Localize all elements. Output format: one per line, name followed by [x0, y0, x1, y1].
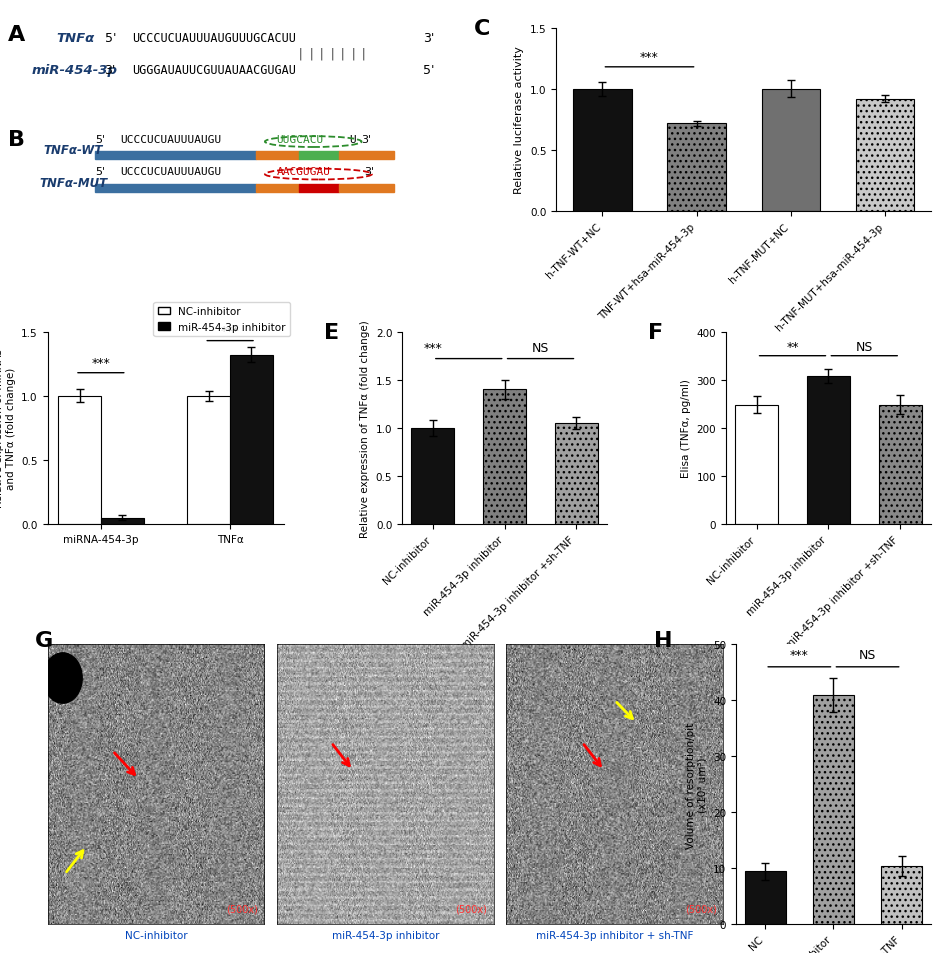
Text: B: B	[9, 131, 25, 151]
Text: E: E	[324, 323, 339, 343]
Text: 3': 3'	[362, 134, 371, 145]
Bar	[807, 376, 850, 524]
Bar	[95, 185, 256, 193]
Text: 3': 3'	[424, 32, 435, 45]
Bar	[573, 90, 632, 213]
Y-axis label: Relative expression of miRNAs
and TNFα (fold change): Relative expression of miRNAs and TNFα (…	[0, 349, 15, 508]
Text: ***: ***	[91, 356, 110, 370]
Bar	[256, 152, 299, 160]
Text: |: |	[360, 48, 368, 61]
Bar	[339, 185, 394, 193]
Text: (500x): (500x)	[455, 903, 487, 913]
Text: NS: NS	[856, 340, 873, 354]
Y-axis label: Elisa (TNFα, pg/ml): Elisa (TNFα, pg/ml)	[681, 379, 691, 477]
Bar	[299, 185, 339, 193]
Bar	[856, 99, 914, 213]
Bar	[187, 396, 230, 524]
Text: TNFα: TNFα	[56, 32, 94, 45]
Text: F: F	[648, 323, 663, 343]
Bar	[813, 695, 854, 924]
Text: |: |	[329, 48, 335, 61]
Text: UCCCUCUAUUUAUGU: UCCCUCUAUUUAUGU	[121, 134, 221, 145]
Text: TNFα-WT: TNFα-WT	[44, 144, 103, 157]
Text: (500x): (500x)	[226, 903, 257, 913]
Text: NS: NS	[859, 649, 876, 661]
Text: ***: ***	[220, 324, 239, 337]
Text: C: C	[474, 19, 490, 39]
Text: |: |	[307, 48, 314, 61]
Text: miR-454-3p: miR-454-3p	[32, 64, 118, 76]
Text: 5': 5'	[424, 64, 435, 76]
Y-axis label: Relative luciferase activity: Relative luciferase activity	[514, 47, 524, 194]
Text: |: |	[350, 48, 357, 61]
X-axis label: miR-454-3p inhibitor: miR-454-3p inhibitor	[332, 930, 439, 940]
Y-axis label: Volume of resorption/pit
(x10³ um³): Volume of resorption/pit (x10³ um³)	[686, 721, 708, 847]
Text: UGGGAUAUUCGUUAUAACGUGAU: UGGGAUAUUCGUUAUAACGUGAU	[132, 64, 296, 76]
Bar	[735, 405, 778, 524]
Bar	[882, 865, 922, 924]
Bar	[555, 424, 598, 524]
Text: UCCCUCUAUUUAUGUUUGCACUU: UCCCUCUAUUUAUGUUUGCACUU	[132, 32, 296, 45]
Text: H: H	[654, 631, 673, 651]
Text: 5': 5'	[95, 167, 104, 177]
Bar	[762, 90, 820, 213]
Text: ***: ***	[790, 649, 808, 661]
Text: AACGUGAU: AACGUGAU	[276, 167, 331, 177]
Text: 5': 5'	[104, 32, 116, 45]
Bar	[101, 518, 143, 524]
Bar	[230, 355, 273, 524]
Text: 3': 3'	[104, 64, 116, 76]
X-axis label: NC-inhibitor: NC-inhibitor	[124, 930, 187, 940]
Bar	[95, 152, 256, 160]
Text: (500x): (500x)	[685, 903, 716, 913]
Text: |: |	[339, 48, 347, 61]
Text: UUGCACU: UUGCACU	[276, 134, 324, 145]
Text: |: |	[318, 48, 325, 61]
Bar	[339, 152, 394, 160]
Legend: NC-inhibitor, miR-454-3p inhibitor: NC-inhibitor, miR-454-3p inhibitor	[154, 303, 290, 336]
Text: TNFα-MUT: TNFα-MUT	[39, 177, 107, 190]
Text: ***: ***	[640, 51, 659, 64]
Text: UCCCUCUAUUUAUGU: UCCCUCUAUUUAUGU	[121, 167, 221, 177]
Bar	[256, 185, 299, 193]
Bar	[668, 124, 726, 213]
X-axis label: miR-454-3p inhibitor + sh-TNF: miR-454-3p inhibitor + sh-TNF	[536, 930, 694, 940]
Y-axis label: Relative expression of TNFα (fold change): Relative expression of TNFα (fold change…	[360, 319, 370, 537]
Text: G: G	[34, 631, 53, 651]
Text: 5': 5'	[95, 134, 104, 145]
Text: NS: NS	[532, 341, 549, 355]
Bar	[299, 152, 339, 160]
Bar	[745, 871, 786, 924]
Text: **: **	[787, 340, 799, 354]
Text: A: A	[9, 25, 26, 45]
Circle shape	[43, 653, 83, 703]
Text: U: U	[350, 134, 356, 145]
Text: 3': 3'	[364, 167, 374, 177]
Bar	[58, 396, 101, 524]
Text: |: |	[296, 48, 304, 61]
Bar	[484, 390, 526, 524]
Bar	[879, 405, 921, 524]
Text: ***: ***	[424, 341, 443, 355]
Bar	[411, 429, 454, 524]
